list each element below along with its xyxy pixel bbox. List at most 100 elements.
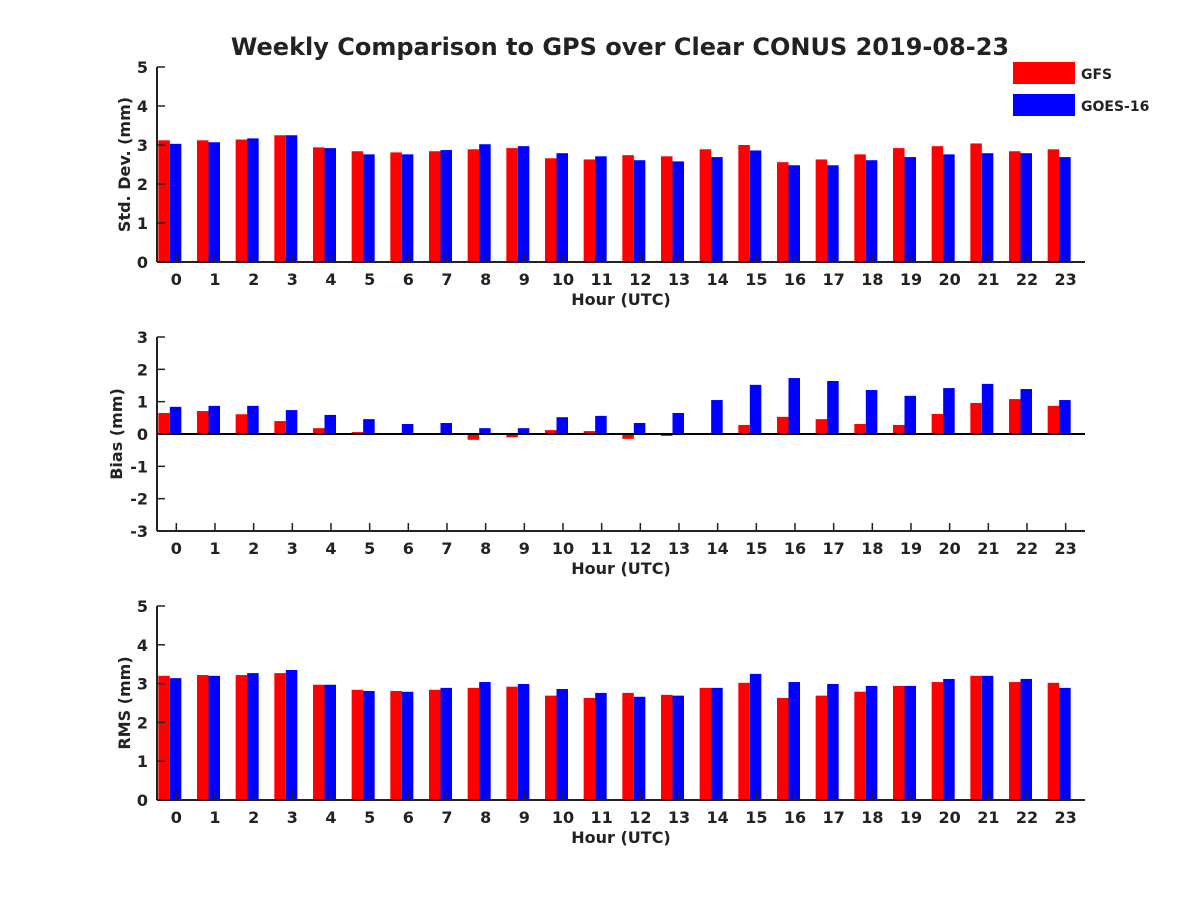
bar-gfs-15	[738, 682, 750, 800]
x-tick-label: 14	[707, 539, 729, 558]
bar-goes16-16	[788, 165, 800, 262]
bar-gfs-23	[1047, 149, 1060, 262]
bar-goes16-22	[1020, 678, 1032, 800]
bar-gfs-16	[777, 416, 789, 434]
bar-goes16-7	[440, 150, 452, 262]
bar-gfs-15	[738, 145, 750, 262]
x-tick-label: 16	[784, 270, 806, 289]
bar-gfs-19	[893, 424, 905, 434]
bar-goes16-3	[285, 135, 298, 262]
bar-goes16-12	[633, 696, 646, 800]
bar-goes16-14	[711, 157, 723, 262]
x-tick-label: 5	[364, 270, 375, 289]
bar-gfs-5	[351, 689, 364, 800]
bar-gfs-1	[197, 140, 209, 262]
x-axis-label: Hour (UTC)	[571, 828, 671, 847]
x-tick-label: 21	[977, 539, 999, 558]
y-tick-label: 5	[137, 597, 148, 616]
bar-goes16-11	[595, 156, 607, 262]
bar-goes16-5	[363, 154, 375, 262]
x-tick-label: 9	[519, 270, 530, 289]
bar-gfs-17	[815, 419, 828, 434]
bar-goes16-13	[672, 695, 684, 800]
bar-gfs-12	[622, 692, 634, 800]
bar-gfs-0	[158, 675, 170, 800]
x-tick-label: 10	[552, 539, 574, 558]
bar-gfs-9	[506, 148, 518, 262]
x-tick-label: 11	[591, 270, 613, 289]
x-tick-label: 11	[591, 539, 613, 558]
bar-gfs-2	[235, 675, 248, 800]
x-tick-label: 7	[441, 539, 452, 558]
x-tick-label: 11	[591, 808, 613, 827]
bar-gfs-12	[622, 155, 634, 262]
bar-goes16-10	[556, 689, 568, 800]
bar-goes16-13	[672, 412, 684, 434]
x-tick-label: 15	[745, 270, 767, 289]
x-tick-label: 7	[441, 270, 452, 289]
bar-gfs-18	[854, 691, 866, 800]
x-tick-label: 9	[519, 808, 530, 827]
bar-gfs-13	[661, 156, 673, 262]
bar-gfs-20	[931, 682, 944, 800]
bar-goes16-18	[865, 390, 878, 434]
bar-gfs-21	[970, 675, 982, 800]
x-tick-label: 3	[287, 539, 298, 558]
y-tick-label: 1	[137, 393, 148, 412]
bar-gfs-16	[777, 162, 789, 262]
x-tick-label: 2	[248, 808, 259, 827]
bar-goes16-8	[479, 428, 491, 434]
x-tick-label: 15	[745, 539, 767, 558]
bar-goes16-22	[1020, 389, 1032, 434]
x-tick-label: 1	[209, 539, 220, 558]
bar-gfs-0	[158, 412, 170, 434]
bar-gfs-13	[661, 694, 673, 800]
x-tick-label: 18	[861, 808, 883, 827]
bar-goes16-21	[981, 153, 994, 262]
bar-gfs-0	[158, 140, 170, 262]
x-tick-label: 20	[939, 270, 961, 289]
x-tick-label: 4	[325, 539, 336, 558]
x-tick-label: 14	[707, 808, 729, 827]
bar-gfs-19	[893, 685, 905, 800]
bar-goes16-7	[440, 687, 452, 800]
y-axis-label: Bias (mm)	[107, 388, 126, 480]
x-tick-label: 3	[287, 808, 298, 827]
bar-goes16-1	[208, 405, 220, 434]
bar-gfs-7	[429, 689, 441, 800]
bar-goes16-19	[904, 685, 916, 800]
y-tick-label: 3	[137, 328, 148, 347]
bar-gfs-22	[1009, 682, 1021, 800]
bar-gfs-8	[467, 149, 480, 262]
y-tick-label: -3	[130, 522, 148, 541]
x-tick-label: 16	[784, 539, 806, 558]
bar-goes16-10	[556, 153, 568, 262]
bar-goes16-19	[904, 157, 916, 262]
x-tick-label: 10	[552, 270, 574, 289]
bar-gfs-19	[893, 148, 905, 262]
x-tick-label: 19	[900, 539, 922, 558]
y-tick-label: 3	[137, 136, 148, 155]
bar-goes16-6	[401, 423, 414, 434]
x-tick-label: 9	[519, 539, 530, 558]
bar-goes16-1	[208, 675, 220, 800]
x-tick-label: 19	[900, 270, 922, 289]
bar-goes16-14	[711, 400, 723, 434]
x-tick-label: 1	[209, 808, 220, 827]
x-tick-label: 18	[861, 270, 883, 289]
x-tick-label: 21	[977, 808, 999, 827]
bar-gfs-1	[197, 411, 209, 434]
bar-gfs-17	[815, 159, 828, 262]
bar-gfs-18	[854, 423, 866, 434]
x-tick-label: 8	[480, 270, 491, 289]
bar-gfs-10	[545, 430, 557, 434]
bar-gfs-5	[351, 151, 364, 262]
bar-goes16-16	[788, 378, 800, 434]
bar-goes16-15	[749, 673, 762, 800]
bar-goes16-9	[517, 683, 530, 800]
x-tick-label: 17	[823, 808, 845, 827]
bar-goes16-21	[981, 675, 994, 800]
